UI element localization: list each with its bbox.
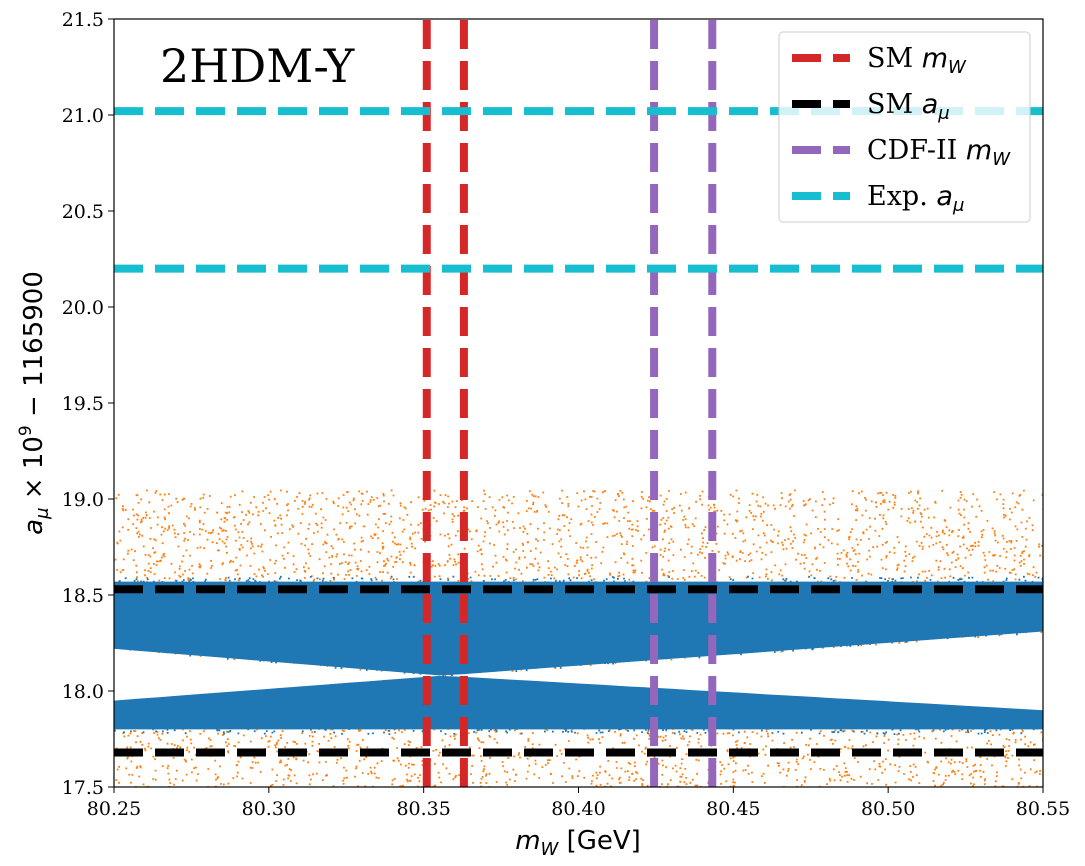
y-tick-label: 20.0: [62, 297, 104, 319]
legend-entry: SM mW: [792, 43, 967, 78]
legend-entry: SM aμ: [792, 89, 950, 124]
legend-entry: Exp. aμ: [792, 181, 964, 216]
y-tick-label: 21.5: [62, 9, 104, 31]
y-tick-label: 20.5: [62, 201, 104, 223]
reference-lines: [114, 19, 1043, 787]
panel-title: 2HDM-Y: [160, 39, 355, 93]
x-tick-label: 80.50: [861, 798, 915, 820]
legend: SM mW SM aμ CDF-II mW Exp. aμ: [778, 31, 1031, 223]
y-tick-label: 19.0: [62, 489, 104, 511]
x-tick-label: 80.30: [242, 798, 296, 820]
legend-entry: CDF-II mW: [792, 135, 1011, 170]
y-axis-ticks: 17.5 18.0 18.5 19.0 19.5 20.0 20.5 21.0 21.5: [62, 9, 114, 799]
scatter-layer: [114, 489, 1043, 787]
y-tick-label: 18.5: [62, 585, 104, 607]
x-tick-label: 80.25: [87, 798, 141, 820]
dense-band-upper: [114, 581, 1043, 676]
legend-label: SM mW: [867, 43, 967, 78]
x-axis-label: mW [GeV]: [515, 826, 641, 860]
y-axis-label: aμ × 109 − 1165900: [16, 271, 53, 535]
dense-band-lower: [114, 675, 1043, 730]
legend-label: CDF-II mW: [867, 135, 1011, 170]
x-tick-label: 80.55: [1016, 798, 1070, 820]
legend-label: SM aμ: [867, 89, 950, 124]
y-tick-label: 18.0: [62, 681, 104, 703]
scatter-series-blue: [114, 575, 1043, 735]
legend-box: [778, 31, 1031, 223]
legend-label: Exp. aμ: [867, 181, 964, 216]
y-tick-label: 19.5: [62, 393, 104, 415]
x-axis-ticks: 80.25 80.30 80.35 80.40 80.45 80.50 80.55: [87, 787, 1070, 820]
x-tick-label: 80.45: [706, 798, 760, 820]
y-tick-label: 21.0: [62, 105, 104, 127]
y-tick-label: 17.5: [62, 777, 104, 799]
x-tick-label: 80.40: [551, 798, 605, 820]
x-tick-label: 80.35: [396, 798, 450, 820]
